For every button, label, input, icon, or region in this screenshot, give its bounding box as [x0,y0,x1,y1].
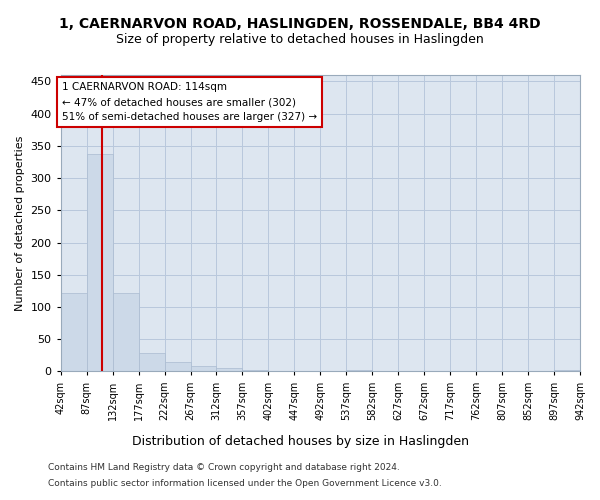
Text: 1, CAERNARVON ROAD, HASLINGDEN, ROSSENDALE, BB4 4RD: 1, CAERNARVON ROAD, HASLINGDEN, ROSSENDA… [59,18,541,32]
Bar [554,370,580,372]
Y-axis label: Number of detached properties: Number of detached properties [15,136,25,311]
Text: Contains public sector information licensed under the Open Government Licence v3: Contains public sector information licen… [48,478,442,488]
Bar [346,370,372,372]
Text: 1 CAERNARVON ROAD: 114sqm
← 47% of detached houses are smaller (302)
51% of semi: 1 CAERNARVON ROAD: 114sqm ← 47% of detac… [62,82,317,122]
Bar [139,353,164,372]
Bar [86,154,113,372]
Text: Contains HM Land Registry data © Crown copyright and database right 2024.: Contains HM Land Registry data © Crown c… [48,464,400,472]
Bar [242,370,268,372]
Bar [217,368,242,372]
Bar [61,293,86,372]
Bar [191,366,217,372]
Bar [113,293,139,372]
Text: Distribution of detached houses by size in Haslingden: Distribution of detached houses by size … [131,435,469,448]
Text: Size of property relative to detached houses in Haslingden: Size of property relative to detached ho… [116,32,484,46]
Bar [164,362,191,372]
